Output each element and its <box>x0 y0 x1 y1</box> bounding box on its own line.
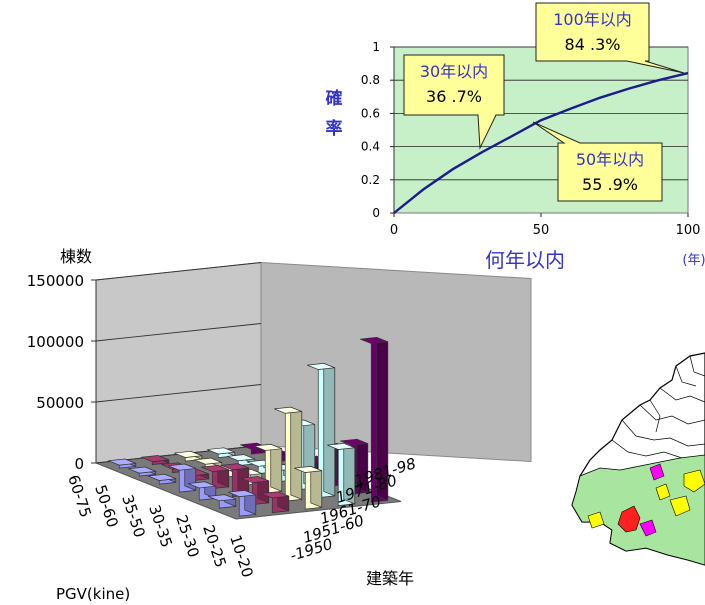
y-tick-label: 1 <box>372 40 380 54</box>
bar-top-face <box>207 447 235 455</box>
bar-60-75--1950 <box>108 458 137 469</box>
x-tick-label: 100 <box>676 223 701 238</box>
bar-20-25--1950 <box>208 494 237 509</box>
bar-top-face <box>307 363 335 370</box>
map-region-patch <box>655 483 671 501</box>
x-tick-label: 0 <box>390 223 398 238</box>
callout-value: 84 .3% <box>565 35 621 54</box>
y-tick-label: 0.6 <box>361 106 380 120</box>
callout-label: 50年以内 <box>576 150 644 169</box>
bar-top-face <box>188 481 216 489</box>
bar-20-25-1981-98 <box>340 438 369 495</box>
z-tick-label: 100000 <box>27 333 84 351</box>
z-gridline <box>95 262 262 281</box>
bar-10-20--1950 <box>228 489 257 517</box>
map-regions <box>571 352 705 566</box>
bar-top-face <box>141 455 169 462</box>
bar-10-20-1961-70 <box>294 465 323 510</box>
bar-top-face <box>174 450 202 458</box>
map-region-patch <box>587 511 605 529</box>
x-tick-label: 50 <box>533 223 550 238</box>
bar-top-face <box>254 443 282 451</box>
bar-35-50--1950 <box>148 473 177 485</box>
probability-series-line <box>393 71 689 214</box>
z-tick-label: 0 <box>74 455 84 473</box>
map-boundary <box>611 439 683 459</box>
bar-20-25-1961-70 <box>274 406 303 502</box>
bar-top-face <box>274 406 302 414</box>
y-tick-label: 0.4 <box>361 140 380 154</box>
year-axis-label: 建築年 <box>366 569 414 588</box>
bar-20-25-1951-60 <box>241 475 270 506</box>
callout-label: 30年以内 <box>420 62 488 81</box>
map-region-patch <box>649 463 665 481</box>
bar-50-60--1950 <box>128 466 157 477</box>
z-gridline <box>95 384 262 403</box>
bar-top-face <box>194 457 222 465</box>
callout-box <box>532 121 663 202</box>
map-boundary <box>659 387 705 403</box>
bar-30-35-1951-60 <box>201 464 230 490</box>
bar-top-face <box>168 463 196 471</box>
bar-top-face <box>340 438 368 446</box>
map-boundary <box>649 399 661 433</box>
map-region-patch <box>669 495 691 517</box>
bar-10-20-1981-98 <box>360 336 389 503</box>
bar-top-face <box>294 466 322 473</box>
bar-60-75-1951-60 <box>141 454 170 466</box>
z-gridline <box>95 323 262 342</box>
map-region-patch <box>617 505 641 533</box>
bar-top-face <box>327 442 355 450</box>
bar-top-face <box>128 466 156 474</box>
callout-label: 100年以内 <box>553 10 632 29</box>
map-boundary <box>621 419 705 447</box>
bar-top-face <box>221 463 249 471</box>
y-tick-label: 0 <box>372 206 380 220</box>
map-boundary <box>639 404 705 425</box>
z-tick-label: 50000 <box>36 394 84 412</box>
map-region-patch <box>683 469 705 493</box>
bar-25-30-1961-70 <box>254 443 283 494</box>
z-axis-label: 棟数 <box>60 247 92 266</box>
y-tick-label: 0.2 <box>361 173 380 187</box>
pgv-axis-label: PGV(kine) <box>56 585 130 603</box>
map-boundary <box>689 355 705 377</box>
map-region-patch <box>639 519 657 537</box>
map-boundary <box>675 365 697 387</box>
callout-value: 55 .9% <box>582 175 638 194</box>
bar-10-20-1971-80 <box>327 442 356 507</box>
z-tick-label: 150000 <box>27 272 84 290</box>
bar-top-face <box>228 490 256 497</box>
bar-top-face <box>261 491 289 499</box>
bar-10-20-1951-60 <box>261 491 290 514</box>
callout-box <box>403 54 505 150</box>
callout-box <box>535 2 685 74</box>
y-axis-label: 確率 <box>326 88 343 139</box>
bar-20-25-1971-80 <box>307 362 336 499</box>
bar-top-face <box>201 465 229 472</box>
bar-top-face <box>108 458 136 466</box>
callout-value: 36 .7% <box>426 87 482 106</box>
bar-top-face <box>227 454 255 462</box>
bar-top-face <box>241 476 269 484</box>
x-axis-label: 何年以内 <box>485 248 565 272</box>
x-axis-unit: (年) <box>682 253 705 268</box>
y-tick-label: 0.8 <box>361 73 380 87</box>
map-green-zone <box>571 454 705 566</box>
bar-top-face <box>208 494 236 502</box>
bar-top-face <box>360 337 388 344</box>
bar-top-face <box>148 473 176 481</box>
